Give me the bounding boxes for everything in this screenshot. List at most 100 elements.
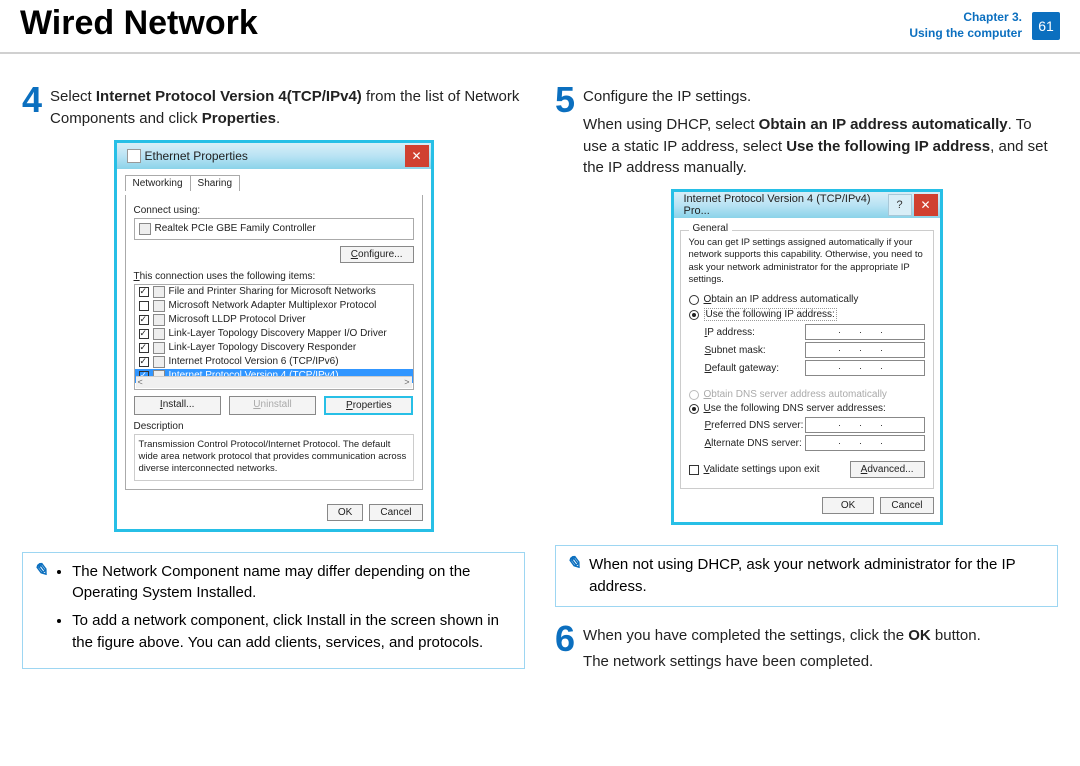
- adapter-icon: [139, 223, 151, 235]
- step-4-text: Select Internet Protocol Version 4(TCP/I…: [50, 82, 525, 130]
- list-item[interactable]: Internet Protocol Version 6 (TCP/IPv6): [135, 355, 413, 369]
- step-5-number: 5: [555, 82, 575, 179]
- list-item-label: Link-Layer Topology Discovery Responder: [169, 342, 357, 353]
- description-label: Description: [134, 421, 414, 432]
- properties-button[interactable]: Properties: [324, 396, 413, 415]
- adapter-field: Realtek PCIe GBE Family Controller: [134, 218, 414, 240]
- header-right: Chapter 3. Using the computer 61: [909, 6, 1060, 41]
- tabs: Networking Sharing: [125, 175, 423, 191]
- uninstall-button[interactable]: Uninstall: [229, 396, 316, 415]
- checkbox-icon[interactable]: [139, 315, 149, 325]
- list-item-label: File and Printer Sharing for Microsoft N…: [169, 286, 376, 297]
- ip-figure: Internet Protocol Version 4 (TCP/IPv4) P…: [555, 189, 1058, 525]
- step-6-text: When you have completed the settings, cl…: [583, 621, 981, 673]
- note-icon: ✎: [33, 561, 48, 660]
- components-list[interactable]: File and Printer Sharing for Microsoft N…: [134, 284, 414, 390]
- step-4-number: 4: [22, 82, 42, 130]
- install-button[interactable]: Install...: [134, 396, 221, 415]
- component-icon: [153, 342, 165, 354]
- gateway-input[interactable]: . . .: [805, 360, 925, 376]
- ip-address-input[interactable]: . . .: [805, 324, 925, 340]
- list-item[interactable]: File and Printer Sharing for Microsoft N…: [135, 285, 413, 299]
- chapter-text: Chapter 3. Using the computer: [909, 10, 1022, 41]
- ip-intro-text: You can get IP settings assigned automat…: [689, 237, 925, 286]
- radio-icon: [689, 404, 699, 414]
- dialog-body: Networking Sharing Connect using: Realte…: [117, 169, 431, 498]
- advanced-button[interactable]: Advanced...: [850, 461, 925, 478]
- note-bullet-1: The Network Component name may differ de…: [72, 561, 514, 605]
- list-item[interactable]: Link-Layer Topology Discovery Mapper I/O…: [135, 327, 413, 341]
- radio-static-dns[interactable]: Use the following DNS server addresses:: [689, 403, 925, 414]
- dialog-footer: OK Cancel: [117, 498, 431, 529]
- page-number-badge: 61: [1032, 12, 1060, 40]
- component-icon: [153, 300, 165, 312]
- items-label: This connection uses the following items…: [134, 271, 414, 282]
- page-header: Wired Network Chapter 3. Using the compu…: [0, 0, 1080, 54]
- radio-auto-dns[interactable]: Obtain DNS server address automatically: [689, 389, 925, 400]
- subnet-mask-field: Subnet mask: . . .: [705, 342, 925, 358]
- validate-checkbox[interactable]: Validate settings upon exit: [689, 464, 820, 475]
- component-icon: [153, 328, 165, 340]
- cancel-button[interactable]: Cancel: [369, 504, 422, 521]
- checkbox-icon[interactable]: [139, 343, 149, 353]
- list-item-label: Internet Protocol Version 6 (TCP/IPv6): [169, 356, 339, 367]
- ip-address-field: IP address: . . .: [705, 324, 925, 340]
- alternate-dns-input[interactable]: . . .: [805, 435, 925, 451]
- page-title: Wired Network: [20, 6, 258, 40]
- ethernet-properties-dialog: Ethernet Properties ✕ Networking Sharing…: [114, 140, 434, 532]
- step-6: 6 When you have completed the settings, …: [555, 621, 1058, 673]
- connect-using-label: Connect using:: [134, 205, 414, 216]
- general-group: General You can get IP settings assigned…: [680, 230, 934, 489]
- ip-close-button[interactable]: ✕: [914, 194, 938, 216]
- note-right: ✎ When not using DHCP, ask your network …: [555, 545, 1058, 607]
- description-text: Transmission Control Protocol/Internet P…: [134, 434, 414, 481]
- subnet-mask-input[interactable]: . . .: [805, 342, 925, 358]
- left-column: 4 Select Internet Protocol Version 4(TCP…: [22, 82, 525, 678]
- chapter-line2: Using the computer: [909, 26, 1022, 42]
- list-item[interactable]: Microsoft Network Adapter Multiplexor Pr…: [135, 299, 413, 313]
- step-5: 5 Configure the IP settings. When using …: [555, 82, 1058, 179]
- tab-sharing[interactable]: Sharing: [190, 175, 240, 191]
- chapter-line1: Chapter 3.: [909, 10, 1022, 26]
- radio-icon: [689, 310, 699, 320]
- right-column: 5 Configure the IP settings. When using …: [555, 82, 1058, 678]
- ok-button[interactable]: OK: [327, 504, 363, 521]
- checkbox-icon[interactable]: [139, 357, 149, 367]
- list-item-label: Microsoft LLDP Protocol Driver: [169, 314, 306, 325]
- list-item[interactable]: Microsoft LLDP Protocol Driver: [135, 313, 413, 327]
- step-5-text: Configure the IP settings. When using DH…: [583, 82, 1058, 179]
- radio-auto-ip[interactable]: Obtain an IP address automatically: [689, 294, 925, 305]
- radio-icon: [689, 295, 699, 305]
- radio-static-ip[interactable]: Use the following IP address:: [689, 308, 925, 321]
- list-buttons: Install... Uninstall Properties: [134, 396, 414, 415]
- dialog-icon: [127, 149, 141, 163]
- close-button[interactable]: ✕: [405, 145, 429, 167]
- checkbox-icon[interactable]: [139, 287, 149, 297]
- checkbox-icon[interactable]: [139, 301, 149, 311]
- checkbox-icon: [689, 465, 699, 475]
- ip-cancel-button[interactable]: Cancel: [880, 497, 933, 514]
- adapter-name: Realtek PCIe GBE Family Controller: [155, 223, 316, 234]
- list-item[interactable]: Link-Layer Topology Discovery Responder: [135, 341, 413, 355]
- ip-ok-button[interactable]: OK: [822, 497, 874, 514]
- note-icon: ✎: [566, 554, 581, 598]
- step-6-number: 6: [555, 621, 575, 673]
- dialog-titlebar: Ethernet Properties ✕: [117, 143, 431, 169]
- ip-dialog-titlebar: Internet Protocol Version 4 (TCP/IPv4) P…: [674, 192, 940, 218]
- note-bullets: The Network Component name may differ de…: [56, 561, 514, 660]
- step-4: 4 Select Internet Protocol Version 4(TCP…: [22, 82, 525, 130]
- ip-dialog-body: General You can get IP settings assigned…: [674, 218, 940, 522]
- tab-networking[interactable]: Networking: [125, 175, 191, 191]
- horizontal-scrollbar[interactable]: < >: [136, 376, 412, 388]
- general-tab-label: General: [689, 223, 733, 234]
- alternate-dns-field: Alternate DNS server: . . .: [705, 435, 925, 451]
- checkbox-icon[interactable]: [139, 329, 149, 339]
- help-button[interactable]: ?: [888, 194, 912, 216]
- note-left: ✎ The Network Component name may differ …: [22, 552, 525, 669]
- preferred-dns-input[interactable]: . . .: [805, 417, 925, 433]
- component-icon: [153, 356, 165, 368]
- configure-button[interactable]: Configure...: [340, 246, 414, 263]
- list-item-label: Microsoft Network Adapter Multiplexor Pr…: [169, 300, 377, 311]
- gateway-field: Default gateway: . . .: [705, 360, 925, 376]
- content-columns: 4 Select Internet Protocol Version 4(TCP…: [0, 54, 1080, 678]
